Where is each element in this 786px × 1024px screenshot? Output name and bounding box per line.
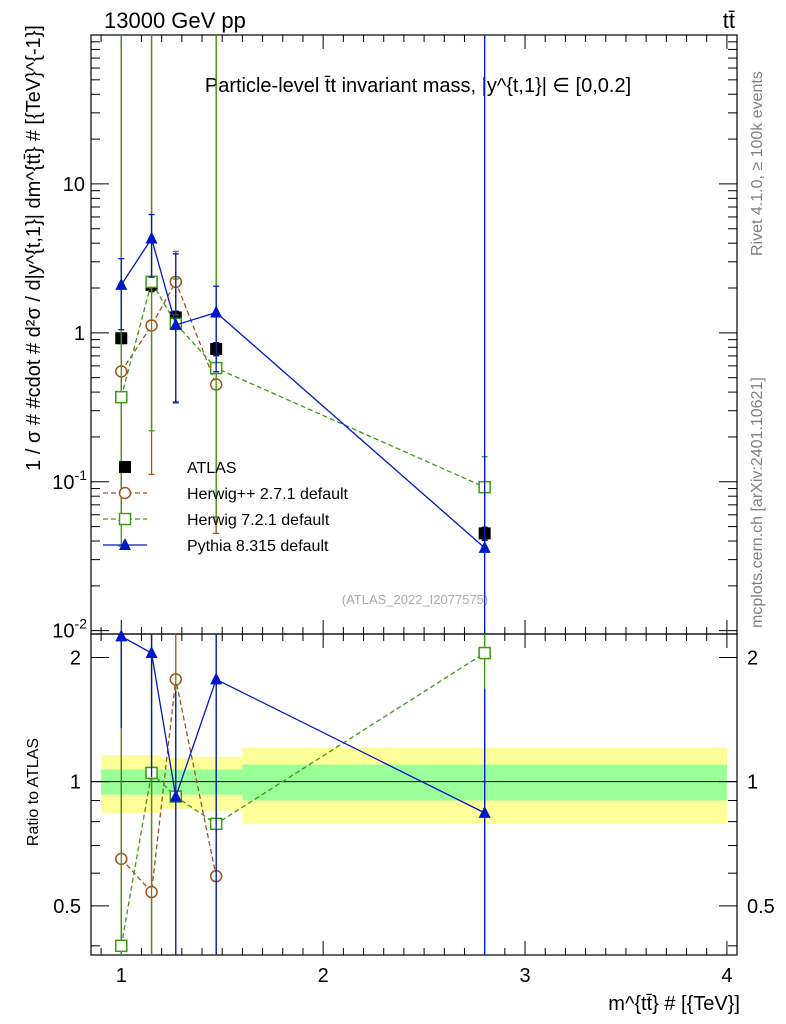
ratio-point [210, 672, 223, 685]
x-axis-label: m^{tt̄} # [{TeV}] [608, 993, 740, 1015]
y-tick-exponent: -2 [75, 616, 88, 632]
ratio-tick-label-right: 2 [747, 647, 758, 669]
main-panel: 10-2 10-1 1 10 [52, 34, 738, 643]
y-tick-exponent: -1 [75, 467, 88, 483]
ratio-point [115, 939, 128, 953]
plot-title: Particle-level t̄t invariant mass, |y^{t… [205, 75, 631, 97]
header-process-label: tt̄ [723, 8, 735, 33]
header-energy-label: 13000 GeV pp [104, 8, 246, 33]
ratio-point [478, 805, 491, 818]
data-point [145, 231, 158, 244]
series-herwig-2-7-1-default [115, 35, 223, 535]
main-y-axis-label: 1 / σ # #cdot # d²σ / d|y^{t,1}| dm^{tt̄… [23, 25, 45, 471]
data-point [115, 277, 128, 290]
legend-label: Herwig++ 2.7.1 default [187, 486, 349, 503]
legend: ATLAS Herwig++ 2.7.1 default Herwig 7.2.1 … [103, 460, 349, 555]
legend-label: Pythia 8.315 default [187, 538, 329, 555]
ratio-tick-label: 2 [70, 647, 81, 669]
ratio-point [169, 789, 182, 802]
ratio-point [478, 646, 491, 660]
y-tick-label: 1 [74, 323, 85, 345]
data-point [210, 305, 223, 318]
legend-marker [119, 538, 131, 550]
data-point [169, 317, 182, 330]
ratio-point [115, 629, 128, 642]
ratio-series-pythia-8-315-default [115, 629, 491, 955]
series-line [120, 280, 217, 385]
x-tick-label: 4 [721, 965, 732, 987]
legend-marker [118, 512, 132, 526]
x-tick-label: 3 [519, 965, 530, 987]
series-herwig-7-2-1-default [115, 35, 491, 548]
mcplots-label: mcplots.cern.ch [arXiv:2401.10621] [749, 377, 766, 628]
data-point [115, 390, 128, 404]
y-tick-label: 10-2 [52, 616, 87, 643]
x-tick-label: 1 [116, 965, 127, 987]
legend-marker [118, 486, 132, 500]
ratio-tick-label: 1 [70, 772, 81, 794]
ratio-frame [90, 633, 738, 956]
ratio-point [145, 646, 158, 659]
x-tick-label: 2 [318, 965, 329, 987]
y-tick-label: 10-1 [52, 467, 87, 494]
ratio-tick-label-right: 0.5 [747, 896, 775, 918]
analysis-watermark: (ATLAS_2022_I2077575) [342, 592, 488, 607]
data-point [478, 540, 491, 553]
data-point [145, 275, 158, 289]
ratio-tick-label: 0.5 [53, 896, 81, 918]
legend-label: Herwig 7.2.1 default [187, 512, 330, 529]
rivet-version-label: Rivet 4.1.0, ≥ 100k events [749, 71, 766, 256]
ratio-y-axis-label: Ratio to ATLAS [25, 738, 42, 846]
y-tick-label: 10 [63, 174, 85, 196]
ratio-panel: 1 2 3 4 0.5 0.5 1 1 2 2 [53, 629, 775, 987]
legend-label: ATLAS [187, 460, 237, 477]
series-pythia-8-315-default [115, 35, 491, 634]
ratio-tick-label-right: 1 [747, 772, 758, 794]
legend-marker [119, 461, 131, 473]
